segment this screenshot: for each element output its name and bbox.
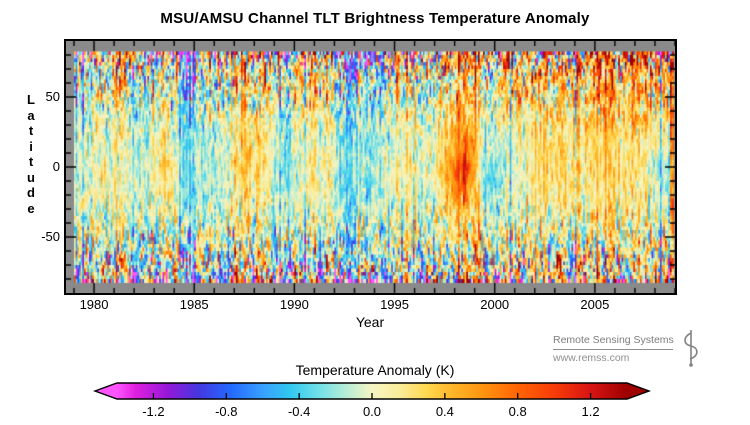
y-axis-label-letter: i bbox=[29, 138, 33, 154]
branding-block: Remote Sensing Systems www.remss.com bbox=[553, 334, 674, 364]
x-tick-label: 2005 bbox=[580, 297, 610, 312]
y-tick-label: -50 bbox=[41, 229, 60, 244]
y-axis-label-letter: d bbox=[27, 185, 35, 200]
colorbar-tick-label: 1.2 bbox=[582, 404, 600, 419]
heatmap-canvas bbox=[66, 41, 675, 293]
colorbar-title: Temperature Anomaly (K) bbox=[295, 362, 455, 378]
y-axis-label-letter: L bbox=[27, 92, 35, 107]
x-tick-label: 2000 bbox=[480, 297, 510, 312]
colorbar-tick-label: -0.8 bbox=[215, 404, 237, 419]
y-axis-label-letter: u bbox=[27, 169, 35, 185]
x-tick-label: 1980 bbox=[79, 297, 109, 312]
y-tick-label: 0 bbox=[52, 159, 60, 174]
y-axis-label-letter: e bbox=[27, 200, 35, 216]
x-axis-label: Year bbox=[355, 314, 385, 330]
chart-title: MSU/AMSU Channel TLT Brightness Temperat… bbox=[160, 10, 590, 27]
branding-name: Remote Sensing Systems bbox=[553, 334, 674, 346]
x-tick-label: 1995 bbox=[380, 297, 409, 312]
y-axis-label-letter: a bbox=[27, 107, 35, 123]
y-axis-label-letter: t bbox=[28, 123, 34, 138]
branding-divider bbox=[553, 349, 673, 350]
colorbar-tick-label: 0.0 bbox=[363, 404, 381, 419]
colorbar-tick-label: -1.2 bbox=[142, 404, 164, 419]
x-tick-label: 1985 bbox=[179, 297, 209, 312]
y-tick-label: 50 bbox=[45, 89, 60, 104]
x-tick-label: 1990 bbox=[279, 297, 309, 312]
colorbar-tick-label: -0.4 bbox=[288, 404, 310, 419]
plot-area bbox=[64, 39, 677, 295]
colorbar-tick-label: 0.8 bbox=[509, 404, 527, 419]
rss-clef-logo-icon bbox=[684, 330, 698, 367]
branding-url: www.remss.com bbox=[553, 352, 630, 364]
colorbar: -1.2 -0.8 -0.4 0.0 0.4 0.8 1.2 bbox=[92, 382, 652, 419]
colorbar-gradient-bar bbox=[92, 382, 652, 400]
colorbar-tick-label: 0.4 bbox=[436, 404, 454, 419]
y-axis-label-letter: t bbox=[28, 154, 34, 169]
